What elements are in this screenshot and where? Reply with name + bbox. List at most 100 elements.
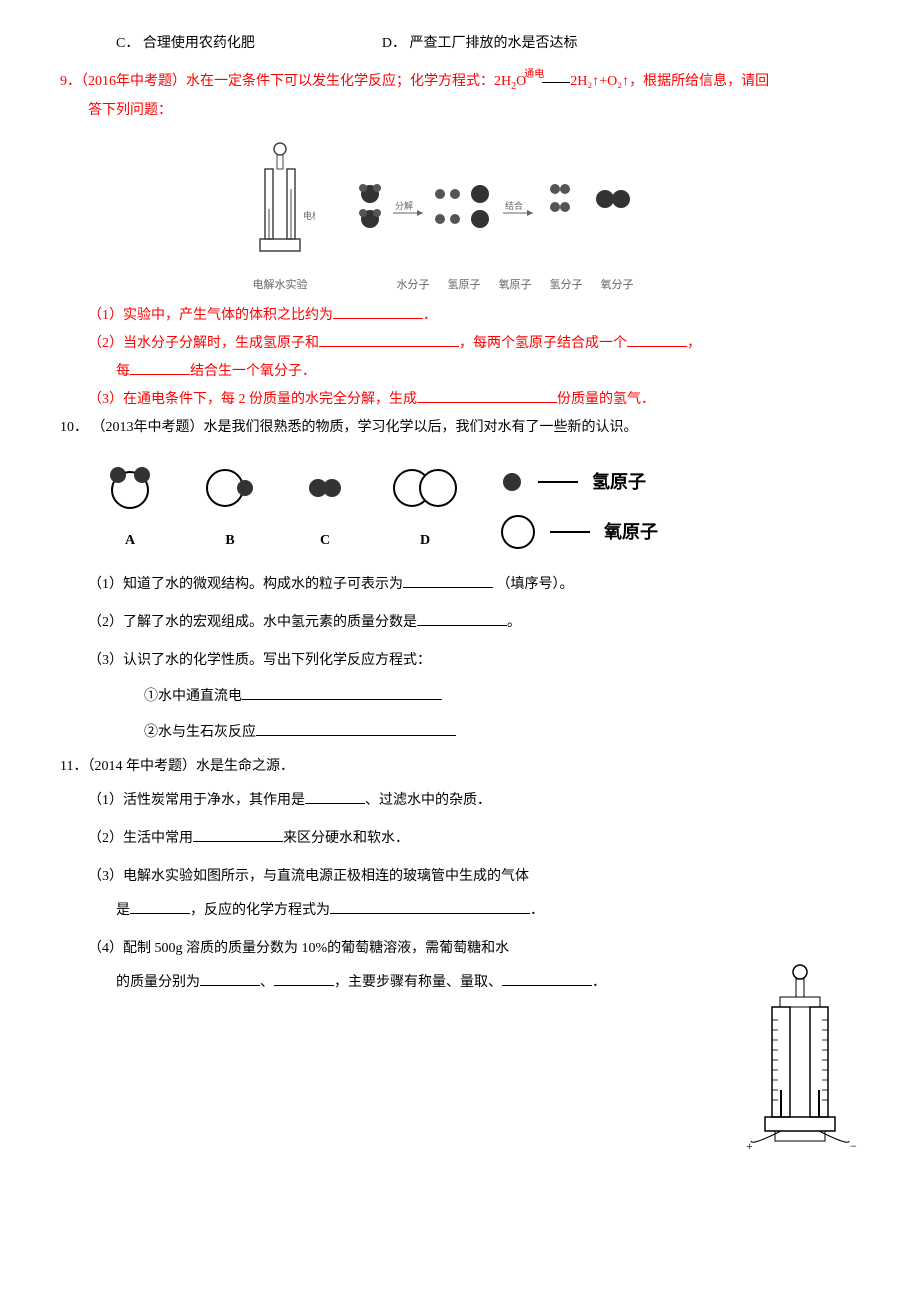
blank[interactable] (256, 719, 456, 736)
q10-opt-a: A (100, 460, 160, 555)
q9-p2-d: 每 (116, 364, 130, 379)
q11-src: （2014 年中考题） (87, 759, 196, 774)
q9-p2-c: ， (687, 336, 701, 351)
blank[interactable] (274, 969, 334, 986)
svg-text:结合: 结合 (505, 200, 523, 211)
q10-p3-2-text: ②水与生石灰反应 (144, 725, 256, 740)
q10-text: 水是我们很熟悉的物质，学习化学以后，我们对水有了一些新的认识。 (204, 420, 638, 435)
q9-p1-a: （1）实验中，产生气体的体积之比约为 (88, 308, 333, 323)
q11-p3-cont: 是，反应的化学方程式为． (60, 897, 860, 925)
blank[interactable] (130, 358, 190, 375)
label-o2: 氧分子 (601, 274, 634, 296)
q11-text: 水是生命之源． (196, 759, 294, 774)
blank[interactable] (417, 609, 507, 626)
label-b: B (200, 527, 260, 555)
q9-line1: 9．（2016年中考题）水在一定条件下可以发生化学反应；化学方程式：2H2O通电… (60, 68, 860, 97)
q11-p3-b: 是 (116, 903, 130, 918)
blank[interactable] (305, 787, 365, 804)
q11-p4-b: 的质量分别为 (116, 975, 200, 990)
label-c: C (300, 527, 350, 555)
q10-p3-2: ②水与生石灰反应 (60, 719, 860, 747)
legend-line-icon (550, 531, 590, 533)
svg-text:+: + (746, 1139, 753, 1153)
q9-fig2-labels: 水分子 氢原子 氧原子 氢分子 氧分子 (355, 270, 675, 296)
blank[interactable] (627, 330, 687, 347)
q11-p1-a: （1）活性炭常用于净水，其作用是 (88, 793, 305, 808)
blank[interactable] (193, 825, 283, 842)
q10-opt-c: C (300, 460, 350, 555)
label-o-atom: 氧原子 (499, 274, 532, 296)
blank[interactable] (319, 330, 459, 347)
q10-p2-a: （2）了解了水的宏观组成。水中氢元素的质量分数是 (88, 615, 417, 630)
q9-num: 9． (60, 74, 81, 89)
q11-num: 11． (60, 759, 87, 774)
q9-p1-b: ． (423, 308, 437, 323)
q11-line1: 11．（2014 年中考题）水是生命之源． (60, 753, 860, 781)
q9-p1: （1）实验中，产生气体的体积之比约为 ． (60, 302, 860, 330)
q10-src: （2013年中考题） (92, 420, 204, 435)
q10-line1: 10． （2013年中考题）水是我们很熟悉的物质，学习化学以后，我们对水有了一些… (60, 414, 860, 442)
q11-p4-e: ． (592, 975, 606, 990)
q10-p3: （3）认识了水的化学性质。写出下列化学反应方程式： (60, 647, 860, 675)
q11-p3-c: ，反应的化学方程式为 (190, 903, 330, 918)
legend-o: 氧原子 (500, 514, 658, 550)
molecule-svg: 分解 结合 (355, 169, 675, 259)
q10-opt-b: B (200, 460, 260, 555)
q9-p3-b: 份质量的氢气． (557, 392, 655, 407)
label-water: 水分子 (397, 274, 430, 296)
q11-p1-b: 、过滤水中的杂质． (365, 793, 491, 808)
q10-p3-1-text: ①水中通直流电 (144, 689, 242, 704)
q9-p2-b: ，每两个氢原子结合成一个 (459, 336, 627, 351)
q11-p1: （1）活性炭常用于净水，其作用是 、过滤水中的杂质． (60, 787, 860, 815)
blank[interactable] (333, 302, 423, 319)
electrolysis-svg: 电极 (245, 139, 315, 259)
q10-p1-a: （1）知道了水的微观结构。构成水的粒子可表示为 (88, 577, 403, 592)
option-c-label: C． (116, 36, 139, 51)
q9-figures: 电极 电解水实验 分解 结合 (60, 139, 860, 296)
blank[interactable] (417, 386, 557, 403)
electrolysis-apparatus-svg: + − (740, 960, 860, 1160)
legend-h: 氢原子 (500, 464, 658, 500)
q11-p4: （4）配制 500g 溶质的质量分数为 10%的葡萄糖溶液，需葡萄糖和水 (60, 935, 860, 963)
q11-p2: （2）生活中常用来区分硬水和软水． (60, 825, 860, 853)
svg-text:分解: 分解 (395, 200, 413, 211)
svg-text:−: − (850, 1139, 857, 1153)
label-h2: 氢分子 (550, 274, 583, 296)
q10-p1-b: （填序号）。 (497, 577, 574, 592)
q9-p2: （2）当水分子分解时，生成氢原子和，每两个氢原子结合成一个， (60, 330, 860, 358)
q10-opt-d: D (390, 460, 460, 555)
blank[interactable] (242, 683, 442, 700)
q9-post: 2H₂↑+O₂↑，根据所给信息，请回 (570, 74, 769, 89)
q10-p2-b: 。 (507, 615, 521, 630)
blank[interactable] (403, 571, 493, 588)
q9-p3-a: （3）在通电条件下，每 2 份质量的水完全分解，生成 (88, 392, 417, 407)
blank[interactable] (130, 897, 190, 914)
label-a: A (100, 527, 160, 555)
q9-line2: 答下列问题： (60, 97, 860, 125)
q9-p2-e: 结合生一个氧分子． (190, 364, 316, 379)
options-row: C． 合理使用农药化肥 D． 严查工厂排放的水是否达标 (60, 30, 860, 58)
eq-arrow-line (542, 82, 570, 83)
q10-legend: 氢原子 氧原子 (500, 464, 658, 550)
q11-p3: （3）电解水实验如图所示，与直流电源正极相连的玻璃管中生成的气体 (60, 863, 860, 891)
q9-src: （2016年中考题） (81, 74, 186, 89)
q11-p2-b: 来区分硬水和软水． (283, 831, 409, 846)
option-c-text: 合理使用农药化肥 (143, 36, 255, 51)
blank[interactable] (330, 897, 530, 914)
option-d-label: D． (382, 36, 406, 51)
q9-fig-electrolysis: 电极 电解水实验 (245, 139, 315, 296)
q9-tongdian: 通电 (524, 65, 544, 85)
q10-num: 10． (60, 420, 88, 435)
q10-figures: A B C D 氢原子 氧原子 (100, 460, 860, 555)
q9-p2-cont: 每 结合生一个氧分子． (60, 358, 860, 386)
q11-p4-d: ，主要步骤有称量、量取、 (334, 975, 502, 990)
svg-text:电极: 电极 (303, 210, 315, 221)
q11-p3-a: （3）电解水实验如图所示，与直流电源正极相连的玻璃管中生成的气体 (88, 869, 529, 884)
blank[interactable] (200, 969, 260, 986)
legend-line-icon (538, 481, 578, 483)
q10-p2: （2）了解了水的宏观组成。水中氢元素的质量分数是 。 (60, 609, 860, 637)
q11-p4-a: （4）配制 500g 溶质的质量分数为 10%的葡萄糖溶液，需葡萄糖和水 (88, 941, 509, 956)
blank[interactable] (502, 969, 592, 986)
q11-p4-c: 、 (260, 975, 274, 990)
q9-fig1-caption: 电解水实验 (245, 274, 315, 296)
